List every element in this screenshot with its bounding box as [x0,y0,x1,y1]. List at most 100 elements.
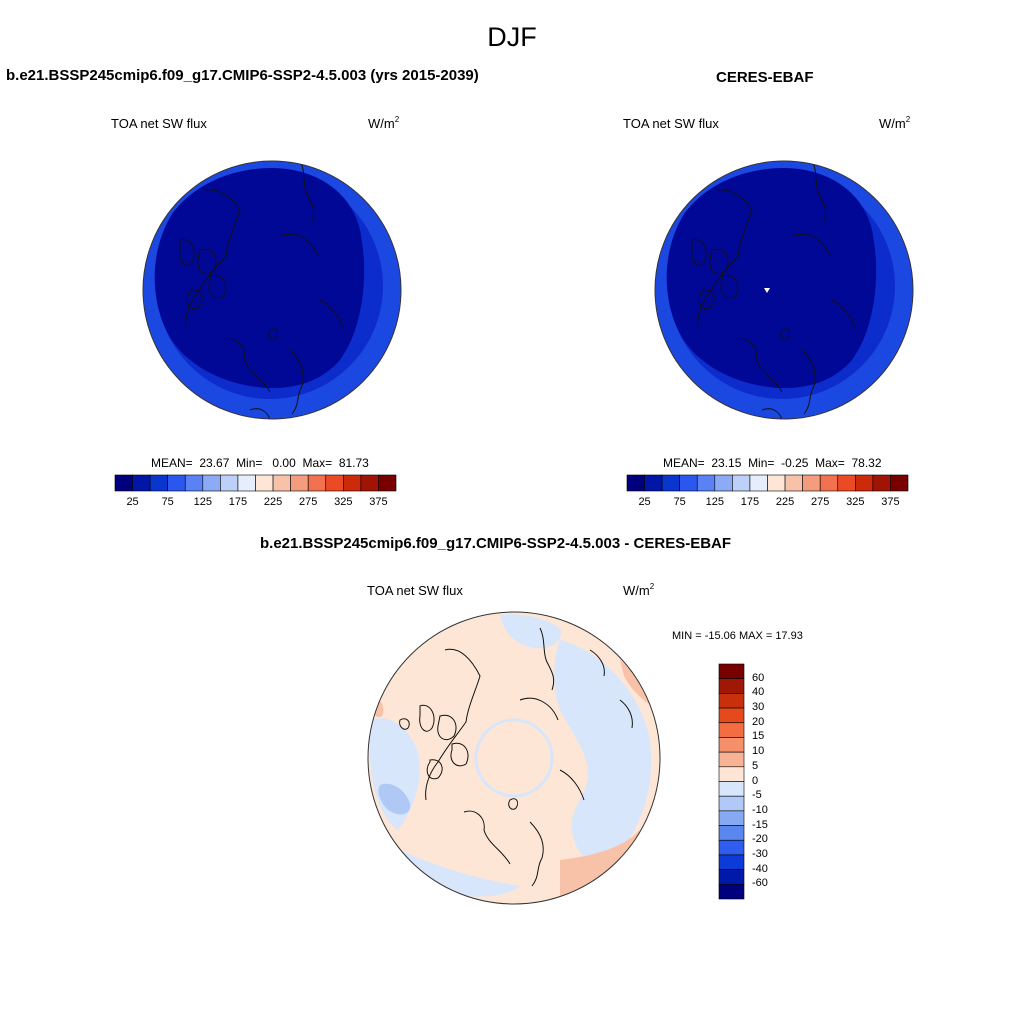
diff-colorbar-box [718,707,745,724]
model-colorbar-tick-label: 225 [263,496,283,508]
model-colorbar-box [114,474,133,492]
model-colorbar [114,474,397,492]
diff-stats: MIN = -15.06 MAX = 17.93 [672,630,803,642]
diff-colorbar-box [718,663,745,679]
diff-colorbar-tick-label: 60 [752,671,765,684]
model-panel-title: b.e21.BSSP245cmip6.f09_g17.CMIP6-SSP2-4.… [6,67,479,84]
model-colorbar-box [132,474,151,492]
obs-colorbar-tick-label: 125 [705,496,724,508]
diff-colorbar-tick-label: 5 [752,759,759,772]
obs-colorbar-box [890,474,909,492]
diff-colorbar-box [718,751,745,768]
figure-title: DJF [487,22,537,52]
model-colorbar-box [307,474,327,492]
obs-panel-title: CERES-EBAF [716,69,814,86]
diff-positive-region-northeast [620,660,652,706]
obs-colorbar-box [679,474,698,492]
model-colorbar-box [290,474,309,492]
model-colorbar-tick-label: 275 [299,496,318,508]
model-variable-label: TOA net SW flux [111,116,207,131]
diff-positive-region-southeast [560,830,640,898]
obs-colorbar-box [626,474,645,492]
model-stats: MEAN= 23.67 Min= 0.00 Max= 81.73 [151,456,369,470]
diff-colorbar-tick-label: -10 [752,803,768,816]
obs-units-label: W/m2 [879,115,911,131]
diff-colorbar-tick-label: 40 [752,686,765,699]
diff-colorbar-box [718,737,745,753]
model-colorbar-box [184,474,204,492]
model-colorbar-box [202,474,221,492]
diff-colorbar-box [718,884,745,900]
obs-variable-label: TOA net SW flux [623,116,719,131]
diff-colorbar-tick-label: 10 [752,745,765,758]
obs-colorbar-box [837,474,856,492]
obs-colorbar-tick-label: 75 [673,496,686,508]
obs-colorbar-box [714,474,733,492]
obs-colorbar-box [732,474,751,492]
diff-polar-map [367,611,661,905]
diff-colorbar-box [718,810,745,826]
model-polar-map [142,160,402,420]
model-colorbar-tick-label: 325 [334,496,353,508]
model-colorbar-box [255,474,274,492]
diff-variable-label: TOA net SW flux [367,583,463,598]
obs-pole-missing-mark [764,288,770,293]
diff-units-label: W/m2 [623,582,655,598]
obs-colorbar-tick-label: 225 [775,496,795,508]
obs-colorbar [626,474,909,492]
diff-colorbar-tick-label: 0 [752,774,759,787]
diff-colorbar-tick-label: -30 [752,847,768,860]
obs-colorbar-box [749,474,768,492]
diff-colorbar-tick-label: -60 [752,877,768,890]
model-colorbar-tick-label: 375 [369,496,388,508]
obs-colorbar-tick-label: 375 [881,496,900,508]
model-colorbar-box [272,474,291,492]
obs-colorbar-box [784,474,803,492]
diff-colorbar-box [718,693,745,709]
diff-colorbar-tick-label: -15 [752,818,768,831]
diff-strong-negative-patch [378,783,411,815]
obs-colorbar-tick-label: 175 [740,496,760,508]
diff-colorbar-box [718,781,745,797]
diff-colorbar-box [718,854,745,870]
model-colorbar-tick-label: 25 [126,496,139,508]
diff-colorbar-tick-label: -5 [752,789,762,802]
obs-colorbar-box [644,474,663,492]
model-colorbar-box [149,474,168,492]
model-colorbar-tick-label: 175 [228,496,248,508]
diff-colorbar [718,663,745,900]
diff-panel-title: b.e21.BSSP245cmip6.f09_g17.CMIP6-SSP2-4.… [260,535,732,552]
model-inner-flux-region [154,168,365,389]
obs-colorbar-box [767,474,786,492]
model-colorbar-tick-label: 75 [161,496,174,508]
model-colorbar-box [325,474,344,492]
diff-colorbar-box [718,722,745,738]
obs-colorbar-box [819,474,839,492]
obs-colorbar-box [855,474,874,492]
model-colorbar-tick-label: 125 [193,496,212,508]
diff-colorbar-box [718,766,745,782]
model-colorbar-box [237,474,256,492]
diff-colorbar-box [718,678,745,694]
diff-colorbar-box [718,839,745,856]
obs-colorbar-tick-label: 325 [846,496,865,508]
diff-colorbar-tick-label: -20 [752,833,768,846]
obs-colorbar-box [696,474,716,492]
model-colorbar-box [378,474,397,492]
diff-negative-region-north [500,614,562,649]
model-units-label: W/m2 [368,115,400,131]
diff-negative-region-east [554,640,652,870]
obs-stats: MEAN= 23.15 Min= -0.25 Max= 78.32 [663,456,882,470]
obs-polar-map [654,160,914,420]
diff-colorbar-box [718,869,745,885]
obs-colorbar-box [661,474,680,492]
model-colorbar-box [343,474,362,492]
model-coastlines [179,161,345,419]
obs-colorbar-tick-label: 25 [638,496,651,508]
diff-colorbar-tick-label: -40 [752,862,768,875]
diff-colorbar-tick-label: 30 [752,701,765,714]
diff-coastlines [399,627,633,887]
obs-colorbar-tick-label: 275 [811,496,830,508]
diff-colorbar-tick-label: 20 [752,715,765,728]
diff-colorbar-box [718,825,745,841]
